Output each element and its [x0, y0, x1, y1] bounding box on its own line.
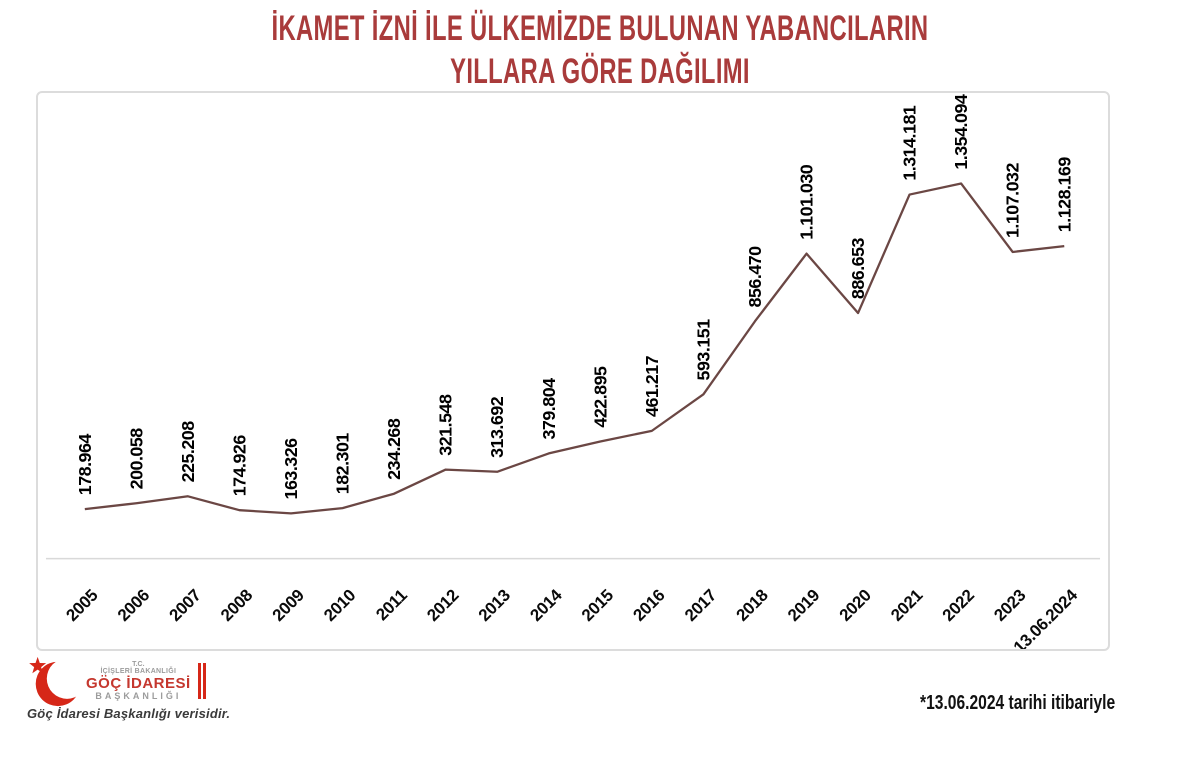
data-point-label: 1.101.030: [797, 164, 817, 240]
x-axis-label: 2021: [887, 586, 926, 625]
data-point-label: 313.692: [487, 396, 507, 458]
x-axis-label: 2011: [372, 586, 411, 624]
logo-text: T.C. İÇİŞLERİ BAKANLIĞI GÖÇ İDARESİ BAŞK…: [86, 661, 191, 701]
data-point-label: 379.804: [539, 378, 559, 440]
x-axis-label: 2013: [475, 586, 514, 625]
data-point-label: 856.470: [745, 246, 765, 308]
x-axis-label: 2019: [784, 586, 823, 625]
x-axis-label: 2008: [217, 586, 256, 625]
x-axis-label: 2009: [269, 586, 308, 625]
x-axis-label: 2023: [990, 586, 1029, 625]
logo-bar-icon: [197, 663, 206, 699]
data-point-label: 886.653: [848, 237, 868, 299]
x-axis-label: 2012: [423, 586, 462, 625]
data-point-label: 182.301: [333, 433, 353, 495]
data-line: [84, 182, 1065, 515]
line-chart: 178.964 200.058 225.208 174.926 163.326 182.3…: [45, 94, 1101, 649]
x-axis-label: 2022: [939, 586, 978, 625]
x-axis-label: 2007: [165, 586, 204, 625]
x-axis-label: 2010: [320, 586, 359, 625]
data-point-label: 1.314.181: [900, 105, 920, 181]
data-point-label: 174.926: [229, 435, 249, 497]
x-axis-label: 2005: [62, 586, 101, 625]
data-point-label: 200.058: [126, 428, 146, 490]
data-point-label: 1.128.169: [1054, 157, 1074, 233]
x-axis-label: 2016: [629, 586, 668, 625]
data-point-label: 225.208: [178, 421, 198, 483]
footnote: *13.06.2024 tarihi itibariyle: [919, 692, 1115, 714]
logo-agency-subname: BAŞKANLIĞI: [95, 690, 182, 701]
x-axis-label: 2017: [681, 586, 720, 625]
data-point-label: 321.548: [436, 394, 456, 456]
logo-tc: T.C.: [132, 661, 145, 669]
logo: T.C. İÇİŞLERİ BAKANLIĞI GÖÇ İDARESİ BAŞK…: [26, 654, 206, 708]
chart-title: İKAMET İZNİ İLE ÜLKEMİZDE BULUNAN YABANC…: [0, 8, 1200, 93]
chart-title-line-2: YILLARA GÖRE DAĞILIMI: [450, 51, 750, 91]
data-point-label: 1.107.032: [1003, 163, 1023, 239]
data-point-label: 593.151: [693, 319, 713, 381]
data-point-label: 234.268: [384, 418, 404, 480]
crescent-star-logo-icon: [29, 656, 84, 707]
data-point-label: 1.354.094: [951, 94, 971, 170]
data-point-label: 163.326: [281, 438, 301, 500]
logo-ministry: İÇİŞLERİ BAKANLIĞI: [100, 668, 177, 676]
x-axis-label: 2020: [836, 586, 875, 625]
data-point-label: 422.895: [590, 366, 610, 428]
chart-title-line-1: İKAMET İZNİ İLE ÜLKEMİZDE BULUNAN YABANC…: [271, 9, 929, 48]
x-axis-label: 2014: [526, 585, 566, 625]
logo-agency-name: GÖÇ İDARESİ: [86, 674, 191, 692]
data-source-caption: Göç İdaresi Başkanlığı verisidir.: [27, 706, 231, 721]
data-point-label: 178.964: [75, 434, 95, 496]
x-axis-label: 2015: [578, 586, 617, 625]
x-axis-label: 2006: [114, 586, 153, 625]
x-axis-label: 2018: [732, 586, 771, 625]
plot-area: 178.964 200.058 225.208 174.926 163.326 182.3…: [36, 91, 1110, 651]
data-point-label: 461.217: [642, 355, 662, 417]
